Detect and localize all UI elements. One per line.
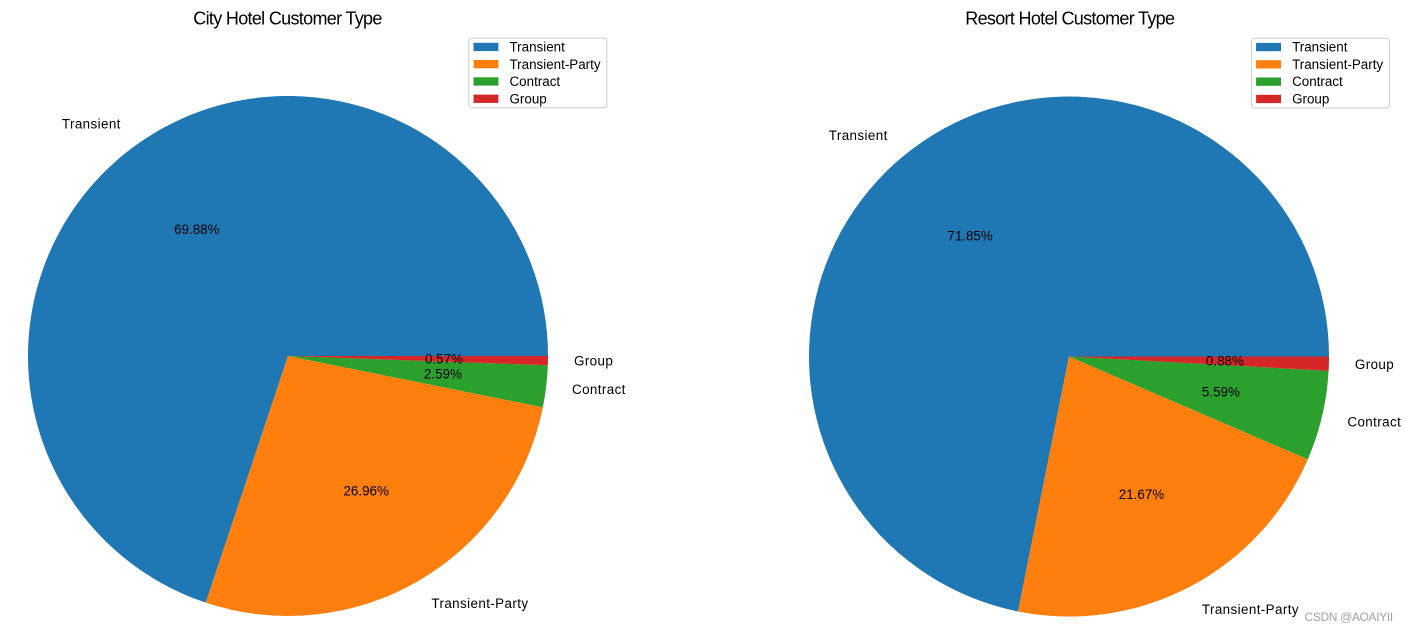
svg-text:Transient-Party: Transient-Party (510, 57, 601, 72)
svg-text:Group: Group (1292, 92, 1329, 107)
svg-text:71.85%: 71.85% (947, 228, 993, 243)
svg-text:2.59%: 2.59% (424, 367, 462, 382)
svg-text:Transient: Transient (829, 128, 888, 143)
svg-text:Transient-Party: Transient-Party (1292, 57, 1383, 72)
svg-text:Transient: Transient (510, 40, 566, 55)
svg-text:City Hotel Customer Type: City Hotel Customer Type (193, 9, 382, 29)
svg-text:Contract: Contract (1292, 74, 1343, 89)
svg-text:21.67%: 21.67% (1119, 487, 1165, 502)
svg-text:Resort Hotel Customer Type: Resort Hotel Customer Type (965, 9, 1175, 29)
svg-text:Transient-Party: Transient-Party (431, 596, 528, 611)
svg-text:Transient-Party: Transient-Party (1202, 602, 1299, 617)
svg-text:Group: Group (510, 91, 547, 106)
svg-text:0.88%: 0.88% (1206, 353, 1244, 368)
svg-text:Group: Group (1355, 357, 1394, 372)
svg-text:Group: Group (574, 354, 613, 369)
svg-text:5.59%: 5.59% (1202, 385, 1240, 400)
svg-text:0.57%: 0.57% (425, 351, 463, 366)
svg-text:Contract: Contract (510, 74, 561, 89)
svg-text:69.88%: 69.88% (174, 222, 220, 237)
svg-text:Transient: Transient (1292, 40, 1348, 55)
svg-text:CSDN @AOAIYII: CSDN @AOAIYII (1305, 610, 1393, 624)
svg-text:Contract: Contract (572, 382, 626, 397)
svg-text:Transient: Transient (62, 117, 121, 132)
svg-text:26.96%: 26.96% (343, 484, 389, 499)
svg-text:Contract: Contract (1347, 415, 1401, 430)
